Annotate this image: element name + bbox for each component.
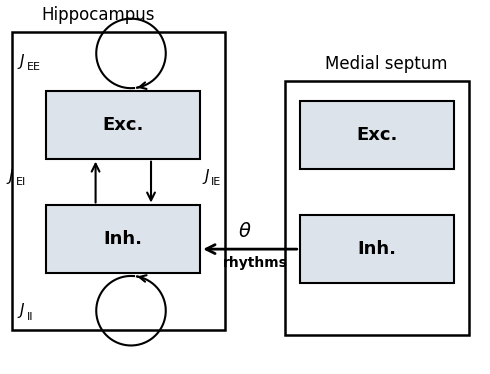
Text: Exc.: Exc. [102, 116, 144, 134]
Text: J: J [20, 303, 24, 318]
Bar [47, 91, 200, 159]
Text: Inh.: Inh. [104, 230, 143, 248]
Text: Inh.: Inh. [357, 240, 396, 258]
Text: IE: IE [211, 177, 221, 187]
Bar [47, 205, 200, 273]
Text: EE: EE [26, 62, 41, 72]
Text: Medial septum: Medial septum [325, 55, 448, 73]
Text: J: J [204, 169, 209, 184]
Text: J: J [20, 54, 24, 69]
Bar [285, 81, 468, 335]
Text: II: II [26, 312, 33, 322]
Bar [12, 31, 225, 329]
Text: EI: EI [16, 177, 26, 187]
Text: J: J [8, 169, 13, 184]
Text: rhythms: rhythms [222, 256, 287, 270]
Bar [300, 215, 454, 283]
Text: Exc.: Exc. [356, 126, 397, 144]
Bar [300, 101, 454, 169]
Text: Hippocampus: Hippocampus [42, 6, 155, 24]
Text: θ: θ [239, 222, 251, 241]
